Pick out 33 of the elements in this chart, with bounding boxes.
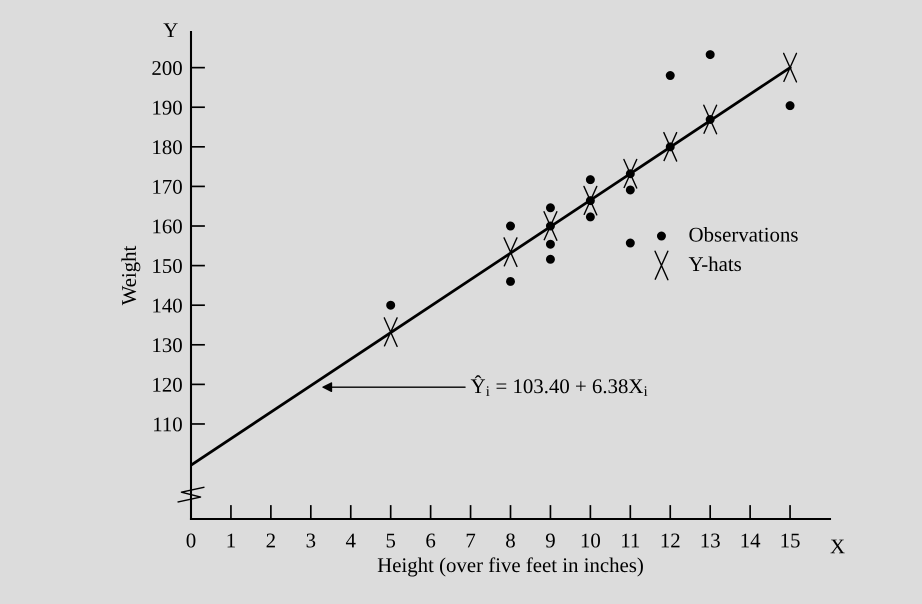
x-tick-label: 2 [266, 534, 275, 548]
legend-label: Y-hats [688, 256, 741, 272]
x-tick-label: 10 [582, 533, 600, 548]
x-tick-label: 5 [386, 534, 396, 548]
y-axis-title: Weight [121, 246, 140, 306]
x-tick-label: 14 [742, 534, 760, 548]
x-tick-label: 8 [506, 533, 515, 548]
y-tick-label: 170 [153, 180, 182, 194]
annotation: Ŷ$_{i}$ = 103.40 + 6.38X$_{i}$ [470, 375, 648, 396]
x-tick-label: 3 [306, 534, 316, 548]
x-tick-label: 7 [466, 534, 476, 548]
y-tick-label: 110 [154, 417, 182, 432]
y-tick-label: 160 [153, 219, 182, 234]
x-tick-label: 13 [702, 534, 720, 548]
y-tick-label: 140 [153, 298, 182, 313]
x-tick-label: 6 [426, 534, 436, 548]
y-tick-label: 120 [153, 378, 182, 392]
x-axis-title: Height (over five feet in inches) [378, 557, 643, 576]
y-tick-label: 200 [152, 61, 182, 76]
legend-label: Observations [689, 227, 798, 242]
x-tick-label: 4 [346, 534, 356, 548]
text: Y [163, 23, 178, 38]
y-tick-label: 130 [153, 338, 182, 352]
x-tick-label: 1 [228, 534, 235, 548]
x-tick-label: 0 [186, 533, 196, 548]
y-tick-label: 190 [153, 100, 182, 115]
x-tick-label: 15 [781, 534, 800, 548]
text: X [830, 540, 845, 554]
y-tick-label: 180 [153, 140, 182, 154]
x-tick-label: 11 [622, 534, 640, 548]
y-tick-label: 150 [153, 258, 182, 274]
x-tick-label: 12 [662, 534, 680, 548]
x-tick-label: 9 [546, 534, 555, 548]
